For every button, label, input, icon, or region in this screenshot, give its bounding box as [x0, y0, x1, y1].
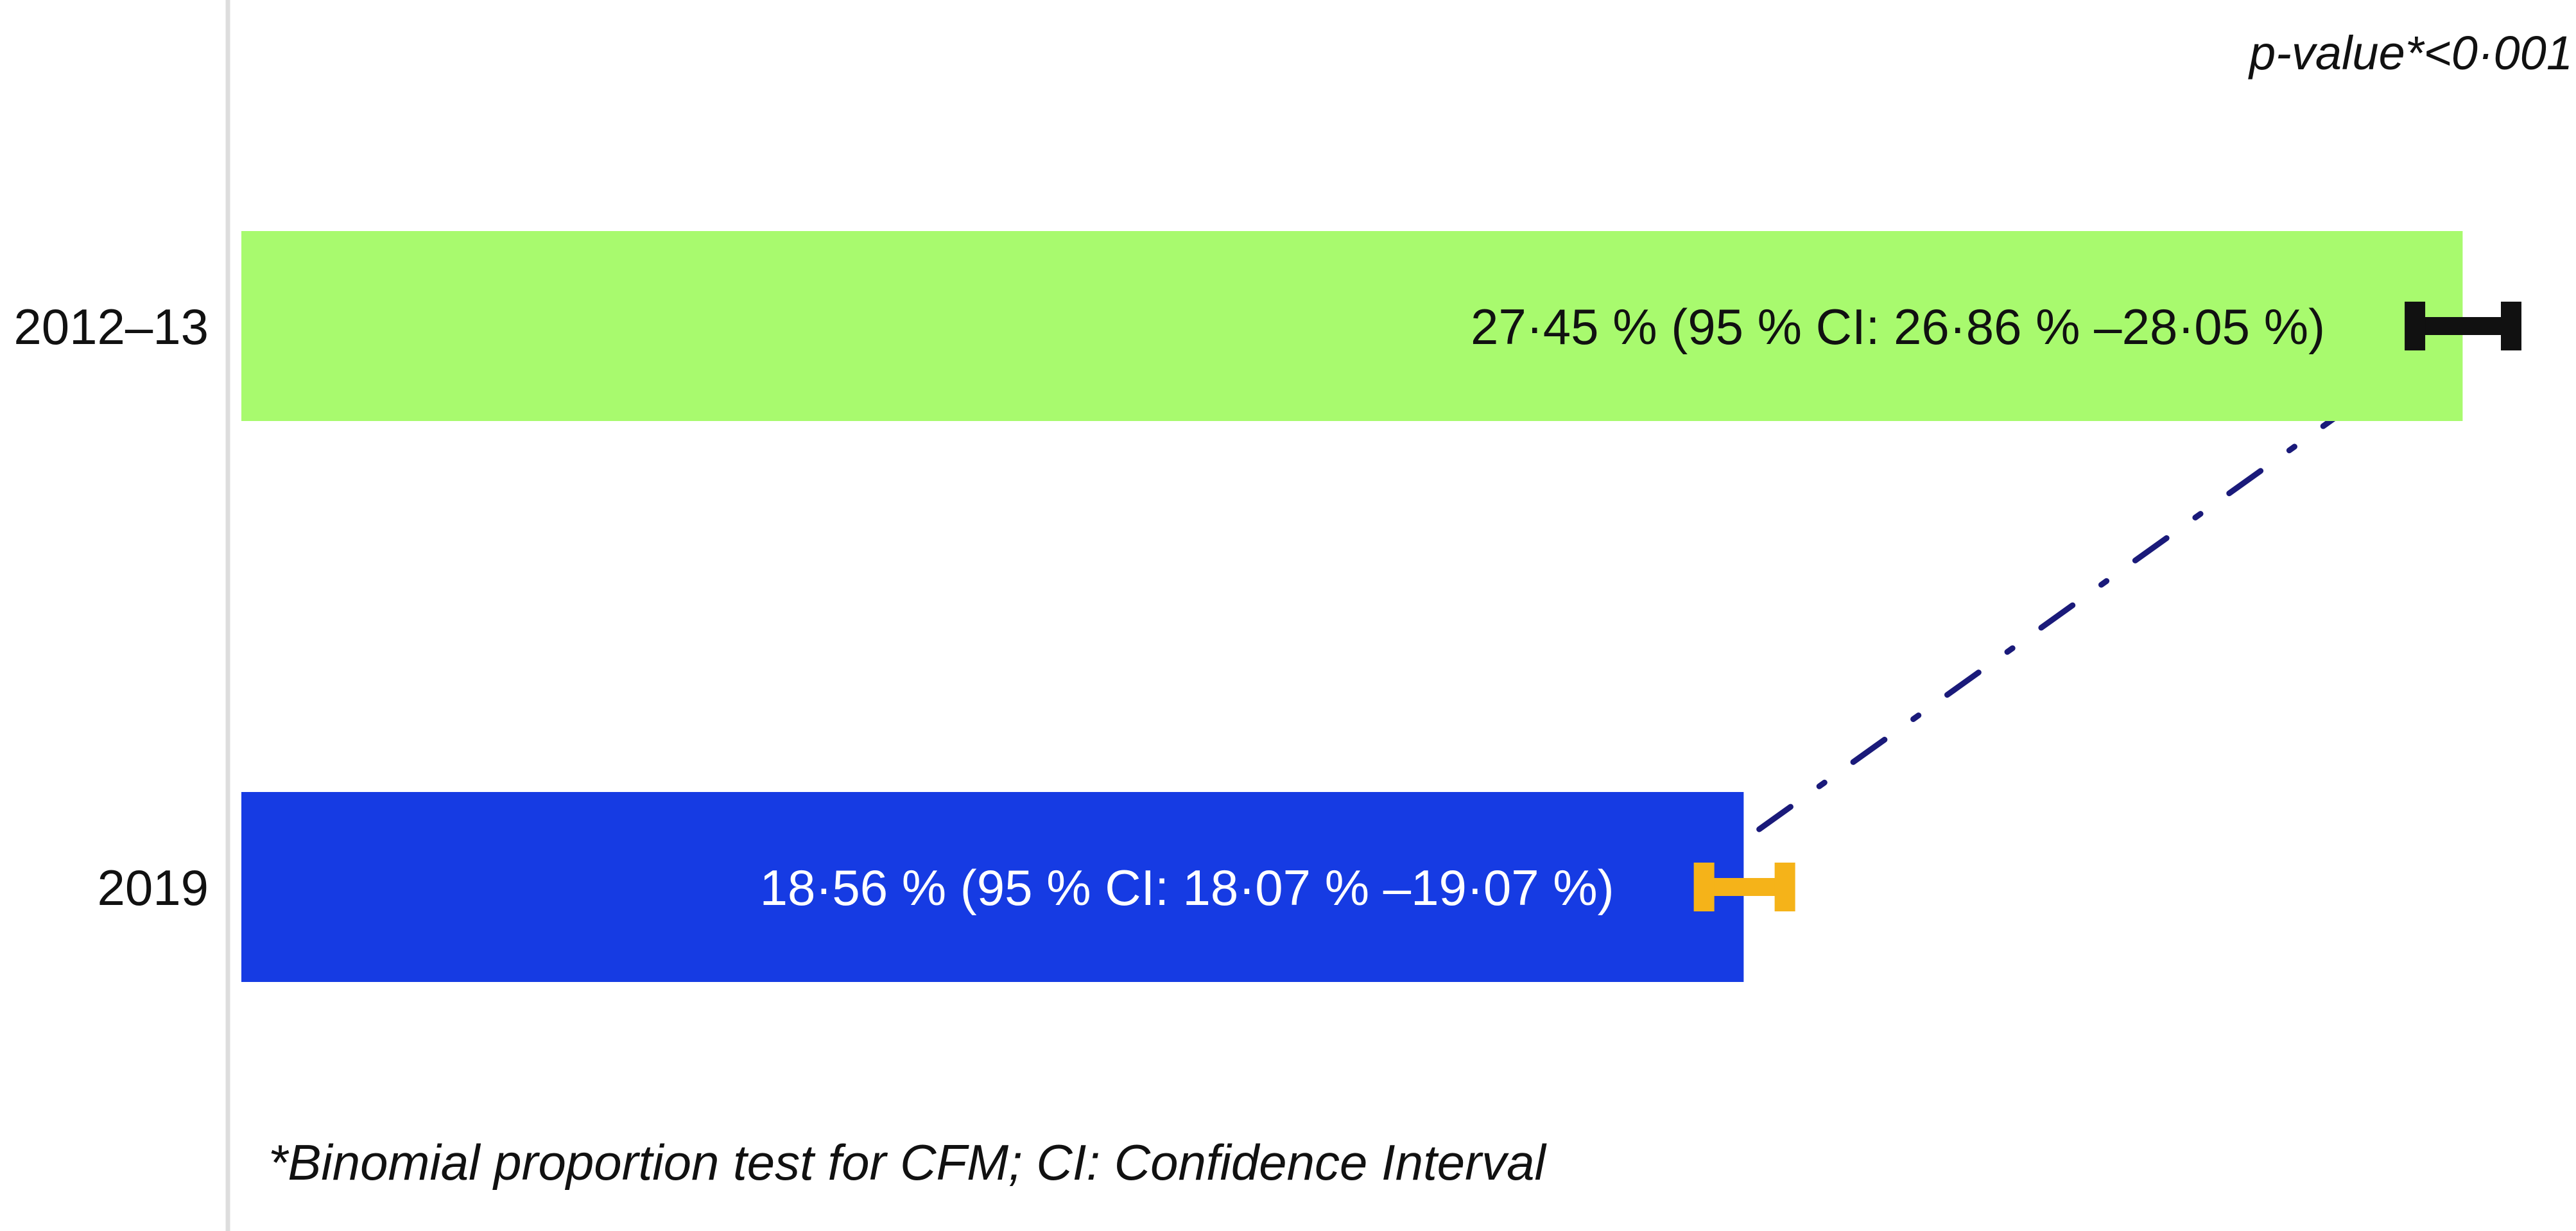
ci-bar: [1704, 878, 1785, 896]
ci-bar: [2415, 317, 2511, 335]
bars-group: 2012–13 27·45 % (95 % CI: 26·86 % –28·05 …: [13, 231, 2521, 982]
ci-cap-lower: [1693, 863, 1715, 911]
bar-value-label: 18·56 % (95 % CI: 18·07 % –19·07 %): [760, 859, 1614, 916]
bar: [241, 231, 2463, 421]
ci-cap-upper: [1774, 863, 1795, 911]
ci-cap-lower: [2405, 302, 2426, 350]
bar: [241, 792, 1744, 982]
footnote: *Binomial proportion test for CFM; CI: C…: [268, 1134, 1548, 1191]
category-label: 2019: [97, 859, 209, 916]
ci-cap-upper: [2501, 302, 2521, 350]
category-label: 2012–13: [13, 298, 209, 355]
bar-value-label: 27·45 % (95 % CI: 26·86 % –28·05 %): [1471, 298, 2325, 355]
p-value-annotation: p-value*<0·001: [2248, 26, 2573, 80]
